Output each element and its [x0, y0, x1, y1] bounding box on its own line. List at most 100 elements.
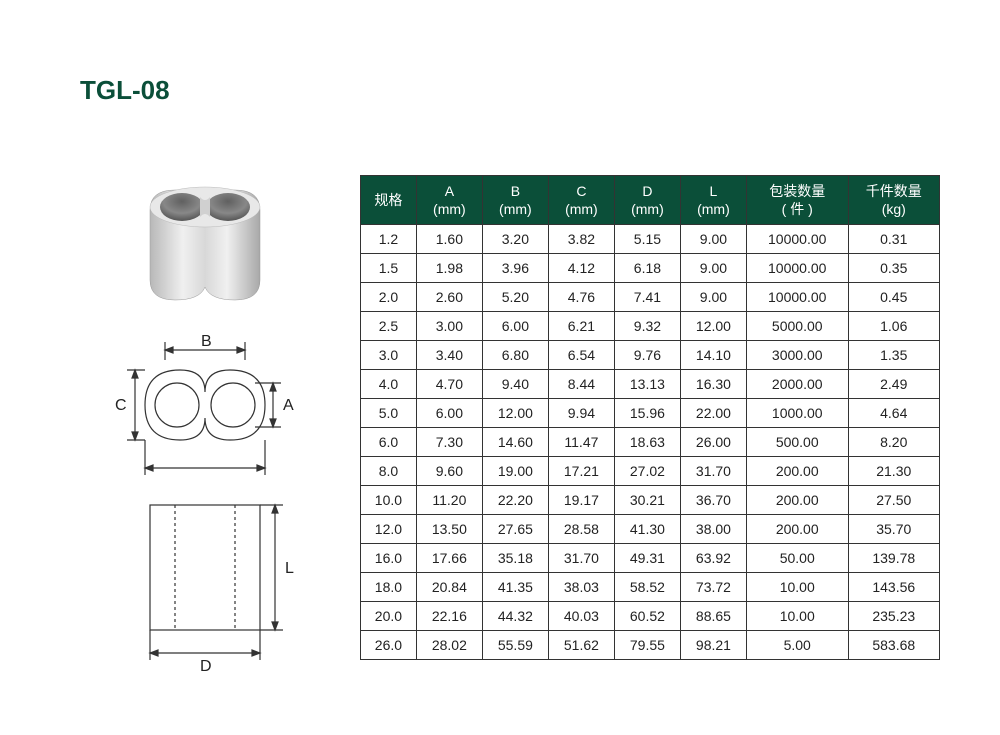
table-cell: 88.65	[680, 602, 746, 631]
table-cell: 20.84	[416, 573, 482, 602]
table-cell: 19.17	[548, 486, 614, 515]
col-header: D(mm)	[614, 176, 680, 225]
table-cell: 139.78	[848, 544, 939, 573]
table-cell: 200.00	[746, 486, 848, 515]
dim-label-d: D	[200, 658, 212, 675]
table-cell: 26.00	[680, 428, 746, 457]
table-cell: 3000.00	[746, 341, 848, 370]
table-cell: 63.92	[680, 544, 746, 573]
table-cell: 51.62	[548, 631, 614, 660]
table-cell: 22.20	[482, 486, 548, 515]
table-cell: 0.45	[848, 283, 939, 312]
diagram-top-view: B C A	[105, 330, 305, 490]
table-cell: 5.0	[361, 399, 417, 428]
table-cell: 38.03	[548, 573, 614, 602]
table-cell: 6.00	[482, 312, 548, 341]
table-cell: 1.5	[361, 254, 417, 283]
table-cell: 58.52	[614, 573, 680, 602]
table-row: 3.03.406.806.549.7614.103000.001.35	[361, 341, 940, 370]
table-cell: 9.60	[416, 457, 482, 486]
table-cell: 5.15	[614, 225, 680, 254]
dim-label-a: A	[283, 397, 294, 414]
table-header: 规格A(mm)B(mm)C(mm)D(mm)L(mm)包装数量( 件 )千件数量…	[361, 176, 940, 225]
table-cell: 28.02	[416, 631, 482, 660]
diagram-side-view: L D	[105, 495, 305, 675]
table-cell: 36.70	[680, 486, 746, 515]
product-image	[120, 175, 290, 315]
dim-label-b: B	[201, 333, 212, 350]
table-cell: 44.32	[482, 602, 548, 631]
table-cell: 9.32	[614, 312, 680, 341]
table-cell: 11.47	[548, 428, 614, 457]
table-row: 26.028.0255.5951.6279.5598.215.00583.68	[361, 631, 940, 660]
table-cell: 40.03	[548, 602, 614, 631]
col-header: L(mm)	[680, 176, 746, 225]
table-cell: 38.00	[680, 515, 746, 544]
table-cell: 49.31	[614, 544, 680, 573]
table-cell: 5.00	[746, 631, 848, 660]
col-header: C(mm)	[548, 176, 614, 225]
table-cell: 3.0	[361, 341, 417, 370]
table-cell: 8.0	[361, 457, 417, 486]
table-cell: 0.35	[848, 254, 939, 283]
table-cell: 4.12	[548, 254, 614, 283]
table-cell: 27.65	[482, 515, 548, 544]
table-row: 5.06.0012.009.9415.9622.001000.004.64	[361, 399, 940, 428]
table-cell: 583.68	[848, 631, 939, 660]
table-cell: 27.02	[614, 457, 680, 486]
dim-label-c: C	[115, 397, 127, 414]
table-cell: 500.00	[746, 428, 848, 457]
table-cell: 18.0	[361, 573, 417, 602]
col-header: 包装数量( 件 )	[746, 176, 848, 225]
table-cell: 18.63	[614, 428, 680, 457]
table-cell: 79.55	[614, 631, 680, 660]
table-cell: 2.60	[416, 283, 482, 312]
table-cell: 9.00	[680, 254, 746, 283]
table-cell: 6.21	[548, 312, 614, 341]
table-cell: 200.00	[746, 457, 848, 486]
table-row: 10.011.2022.2019.1730.2136.70200.0027.50	[361, 486, 940, 515]
table-cell: 10000.00	[746, 254, 848, 283]
table-cell: 6.80	[482, 341, 548, 370]
table-cell: 10.0	[361, 486, 417, 515]
table-cell: 19.00	[482, 457, 548, 486]
col-header: 规格	[361, 176, 417, 225]
table-cell: 3.96	[482, 254, 548, 283]
table-cell: 16.30	[680, 370, 746, 399]
spec-table: 规格A(mm)B(mm)C(mm)D(mm)L(mm)包装数量( 件 )千件数量…	[360, 175, 940, 660]
table-cell: 1.2	[361, 225, 417, 254]
table-cell: 31.70	[680, 457, 746, 486]
table-cell: 73.72	[680, 573, 746, 602]
table-cell: 8.20	[848, 428, 939, 457]
table-cell: 26.0	[361, 631, 417, 660]
table-cell: 5000.00	[746, 312, 848, 341]
table-cell: 9.40	[482, 370, 548, 399]
table-cell: 6.00	[416, 399, 482, 428]
table-cell: 7.41	[614, 283, 680, 312]
table-cell: 1.98	[416, 254, 482, 283]
table-cell: 13.13	[614, 370, 680, 399]
table-cell: 6.54	[548, 341, 614, 370]
table-cell: 7.30	[416, 428, 482, 457]
table-cell: 2000.00	[746, 370, 848, 399]
table-cell: 1000.00	[746, 399, 848, 428]
table-cell: 17.66	[416, 544, 482, 573]
table-row: 18.020.8441.3538.0358.5273.7210.00143.56	[361, 573, 940, 602]
table-cell: 41.35	[482, 573, 548, 602]
table-cell: 50.00	[746, 544, 848, 573]
table-cell: 9.94	[548, 399, 614, 428]
table-cell: 10.00	[746, 573, 848, 602]
table-cell: 1.60	[416, 225, 482, 254]
table-row: 6.07.3014.6011.4718.6326.00500.008.20	[361, 428, 940, 457]
table-cell: 22.16	[416, 602, 482, 631]
table-row: 2.53.006.006.219.3212.005000.001.06	[361, 312, 940, 341]
table-cell: 12.00	[680, 312, 746, 341]
dim-label-l: L	[285, 560, 294, 577]
table-row: 20.022.1644.3240.0360.5288.6510.00235.23	[361, 602, 940, 631]
table-row: 4.04.709.408.4413.1316.302000.002.49	[361, 370, 940, 399]
table-cell: 10000.00	[746, 283, 848, 312]
table-row: 1.51.983.964.126.189.0010000.000.35	[361, 254, 940, 283]
table-row: 2.02.605.204.767.419.0010000.000.45	[361, 283, 940, 312]
table-cell: 14.10	[680, 341, 746, 370]
table-cell: 35.18	[482, 544, 548, 573]
